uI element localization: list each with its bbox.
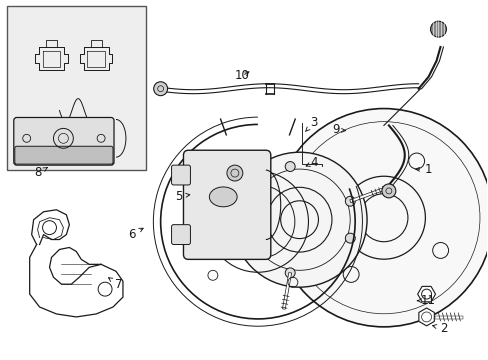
Text: 1: 1 [415, 163, 432, 176]
FancyBboxPatch shape [14, 117, 114, 165]
Circle shape [86, 118, 94, 126]
Circle shape [429, 21, 446, 37]
Text: 7: 7 [108, 278, 122, 291]
Bar [7, 6, 145, 170]
Text: 9: 9 [331, 123, 345, 136]
Text: 10: 10 [234, 69, 249, 82]
Circle shape [232, 152, 366, 287]
Circle shape [153, 82, 167, 96]
Circle shape [226, 165, 243, 181]
Circle shape [285, 162, 295, 171]
Text: 3: 3 [305, 116, 317, 131]
Circle shape [345, 196, 354, 206]
Circle shape [381, 184, 395, 198]
Text: 6: 6 [128, 228, 143, 241]
FancyBboxPatch shape [171, 225, 190, 244]
Circle shape [345, 233, 354, 243]
Text: 2: 2 [432, 322, 447, 335]
Circle shape [240, 215, 250, 225]
Text: 5: 5 [175, 190, 189, 203]
FancyBboxPatch shape [183, 150, 270, 260]
Text: 8: 8 [35, 166, 47, 179]
Text: 11: 11 [417, 294, 434, 307]
Circle shape [274, 109, 488, 327]
Ellipse shape [209, 187, 237, 207]
FancyBboxPatch shape [15, 146, 113, 164]
Circle shape [285, 268, 295, 278]
Text: 4: 4 [305, 156, 317, 169]
FancyBboxPatch shape [171, 165, 190, 185]
